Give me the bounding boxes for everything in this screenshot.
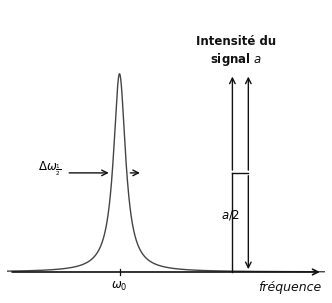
Text: fréquence: fréquence [258, 281, 321, 294]
Text: Intensité du
signal $a$: Intensité du signal $a$ [196, 35, 277, 68]
Text: $\Delta\omega_{\frac{1}{2}}$: $\Delta\omega_{\frac{1}{2}}$ [38, 160, 61, 178]
Text: $a/2$: $a/2$ [221, 208, 241, 221]
Text: $\omega_0$: $\omega_0$ [111, 280, 128, 293]
